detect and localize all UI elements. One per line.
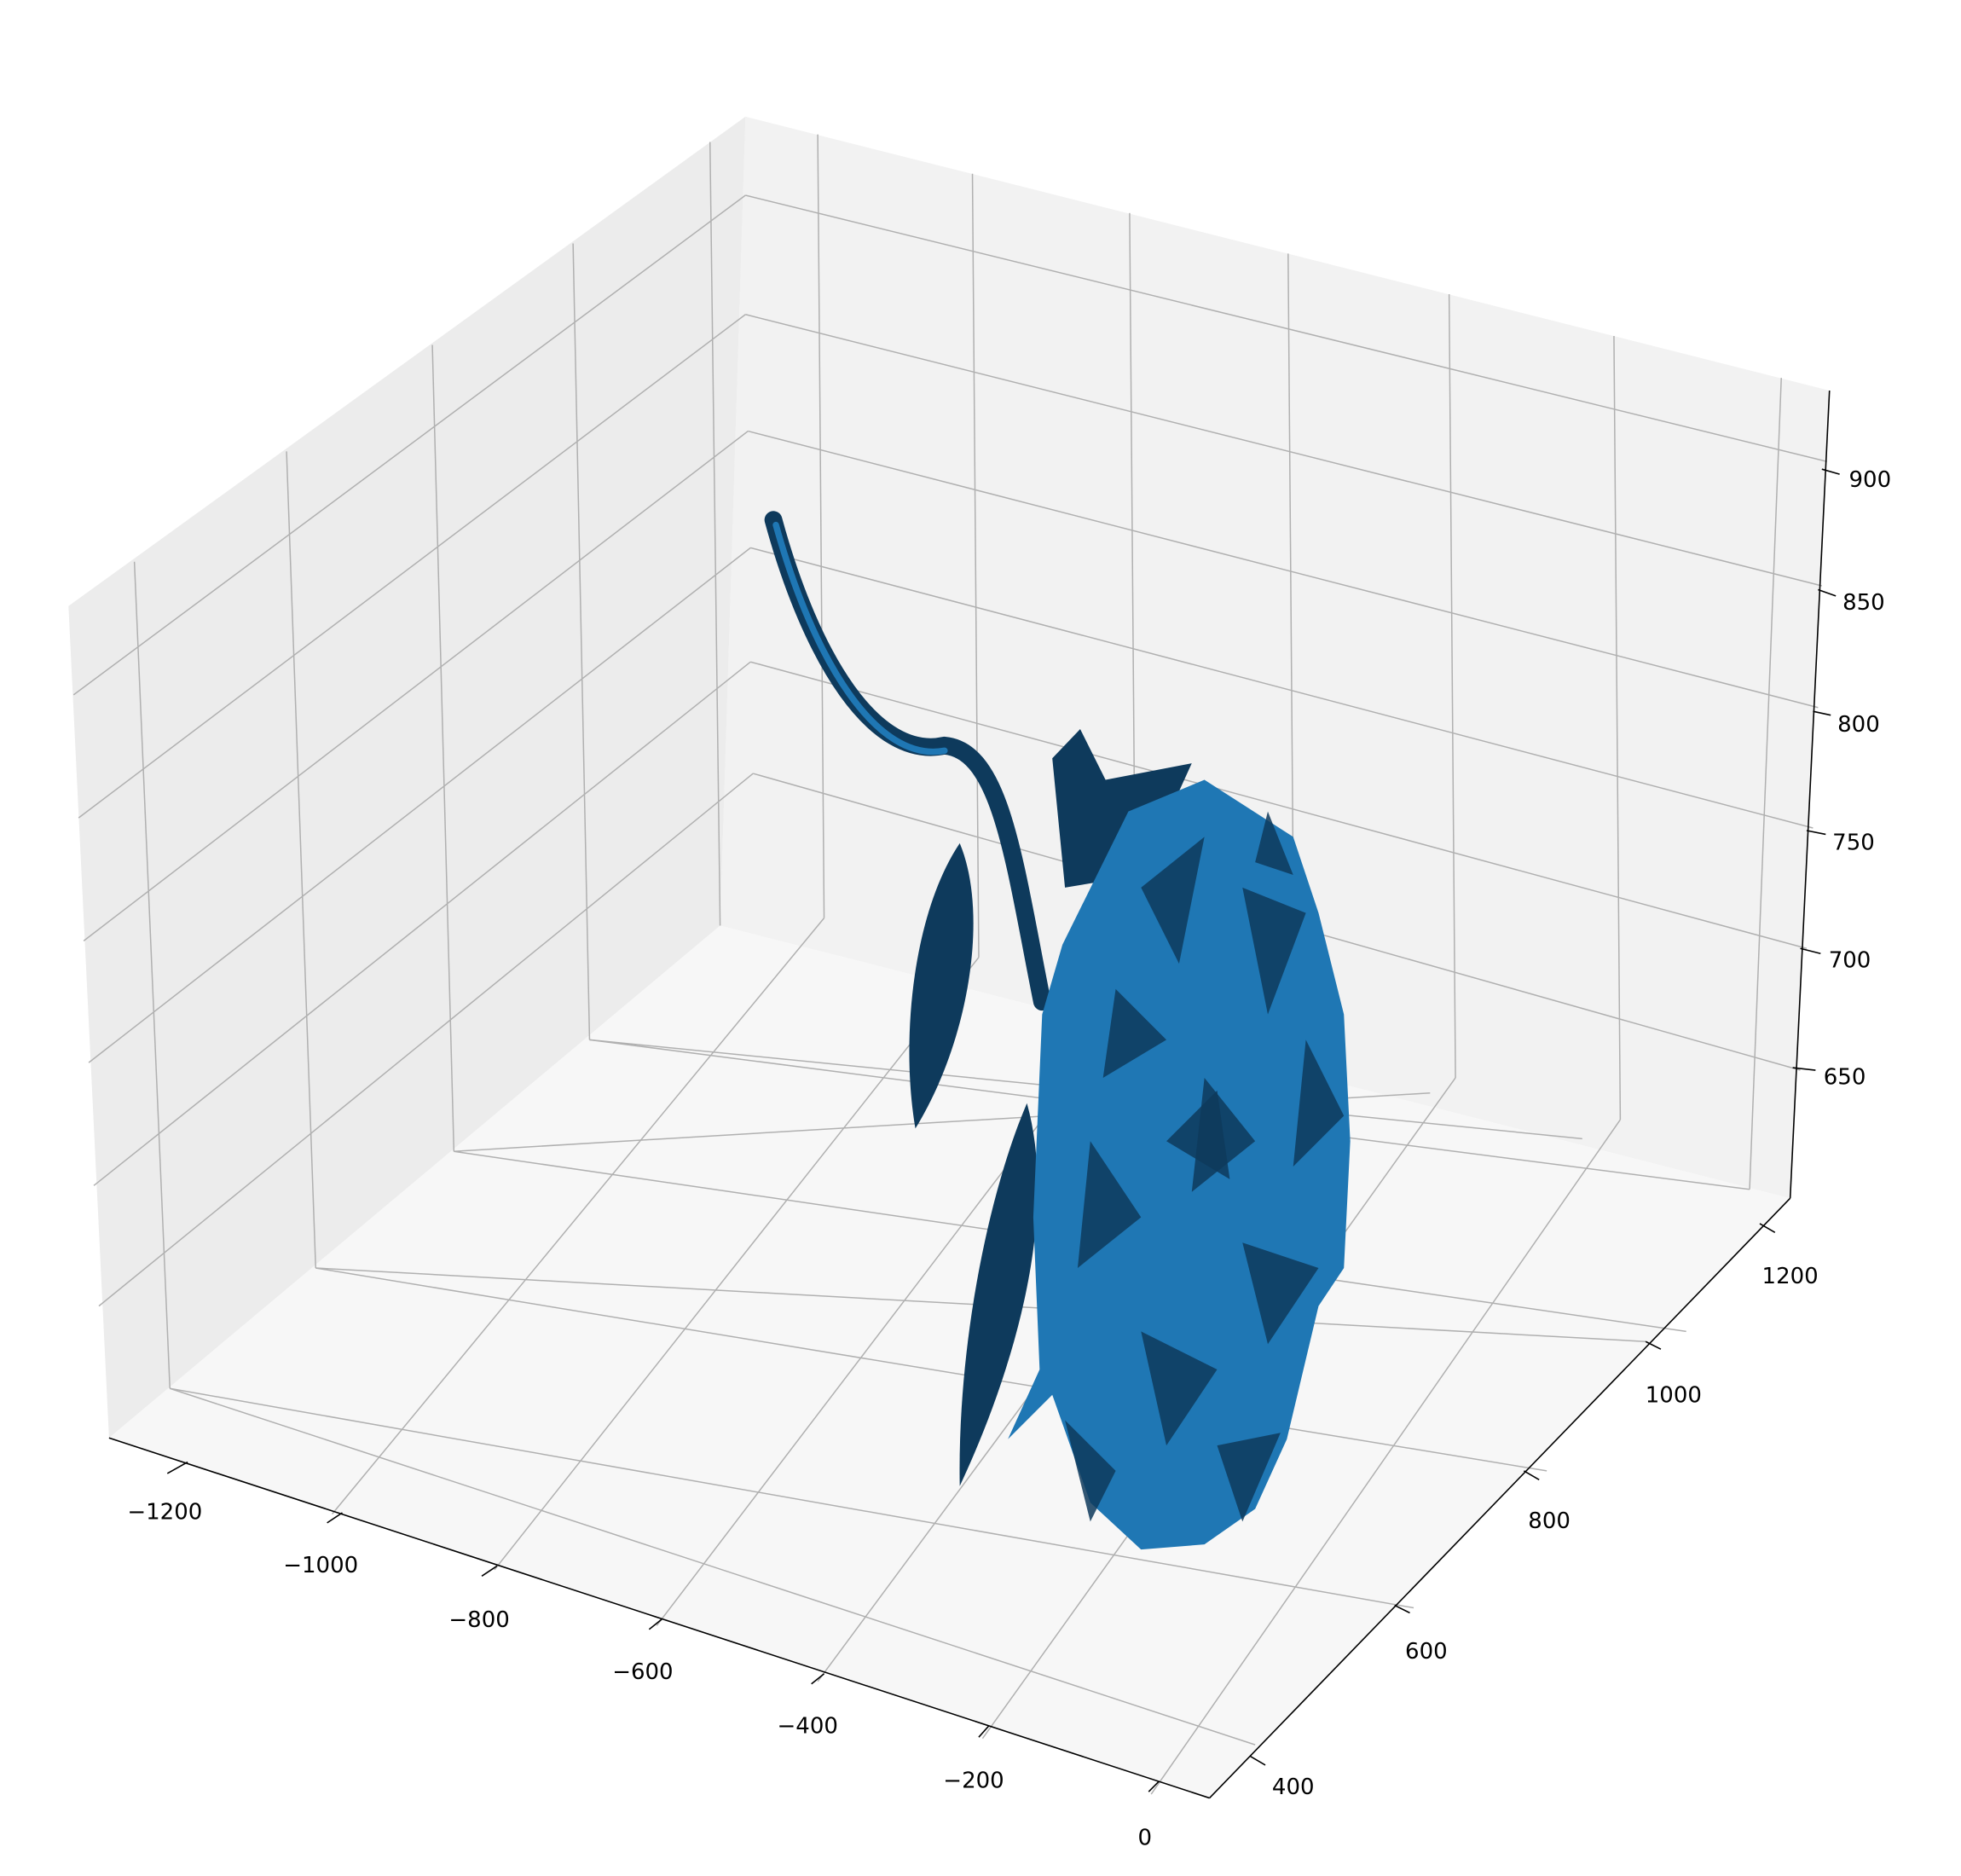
grid-line <box>78 314 746 819</box>
grid-line <box>286 451 317 1269</box>
surface-facet <box>1166 1090 1230 1179</box>
x-axis-tick-label: −1000 <box>283 1553 358 1578</box>
y-axis-tick-label: 1200 <box>1762 1264 1819 1289</box>
axis-line <box>108 1437 1210 1799</box>
leaf-upper <box>909 842 974 1129</box>
x-axis-tick-mark <box>1148 1780 1160 1792</box>
grid-line <box>745 314 1823 587</box>
rose-surface <box>764 511 1351 1550</box>
tick-group: −1200 −1000 −800 −600 −400 −200 0 400 600 800 1000… <box>127 467 1891 1851</box>
axes-panes <box>68 116 1830 1798</box>
grid-line <box>93 661 751 1186</box>
z-axis-tick-mark <box>1792 1067 1816 1071</box>
x-axis-tick-label: 0 <box>1137 1826 1152 1851</box>
surface-facet <box>1217 1433 1281 1522</box>
grid-line <box>709 142 721 926</box>
y-axis-tick-label: 600 <box>1405 1639 1448 1665</box>
z-axis-tick-label: 750 <box>1832 830 1875 855</box>
x-axis-tick-label: −600 <box>612 1659 673 1685</box>
grid-line <box>431 345 455 1152</box>
grid-line <box>745 194 1827 462</box>
floor-pane <box>108 925 1790 1798</box>
z-axis-tick-label: 800 <box>1837 712 1880 738</box>
surface-facet <box>1242 1242 1319 1345</box>
x-axis-tick-mark <box>327 1512 343 1524</box>
surface-facet <box>1293 1039 1345 1167</box>
grid-line <box>98 773 754 1307</box>
x-axis-tick-mark <box>978 1725 990 1738</box>
surface-facet <box>1065 1420 1116 1522</box>
y-axis-tick-mark <box>1523 1470 1540 1481</box>
y-axis-tick-mark <box>1759 1223 1776 1234</box>
z-axis-tick-mark <box>1813 710 1831 716</box>
y-axis-tick-label: 400 <box>1272 1775 1315 1800</box>
x-axis-tick-label: −800 <box>448 1607 509 1633</box>
grid-line <box>332 918 825 1514</box>
grid-line <box>817 134 825 918</box>
surface-facet <box>1141 1331 1218 1446</box>
grid-line <box>72 194 746 696</box>
y-axis-tick-mark <box>1249 1755 1266 1766</box>
grid-line <box>572 243 591 1040</box>
x-axis-tick-mark <box>481 1565 498 1578</box>
z-axis-tick-label: 650 <box>1824 1064 1866 1090</box>
leaf-lower <box>959 1103 1038 1486</box>
surface-facet <box>1077 1141 1142 1268</box>
surface-facet <box>1242 887 1306 1015</box>
axis-lines <box>108 390 1831 1799</box>
grid-line <box>1448 293 1456 1078</box>
grid-line <box>170 1387 1414 1609</box>
x-axis-tick-label: −200 <box>943 1769 1004 1794</box>
z-axis-tick-label: 900 <box>1849 467 1892 493</box>
side-pane <box>68 116 746 1439</box>
x-axis-tick-mark <box>648 1618 662 1630</box>
axis-line <box>1209 1197 1791 1799</box>
y-axis-tick-mark <box>1394 1604 1410 1614</box>
grid-line <box>88 547 751 1063</box>
z-axis-tick-mark <box>1806 830 1826 836</box>
grid-line <box>494 957 980 1571</box>
grid-line <box>1150 1119 1622 1795</box>
surface-facet <box>1255 811 1293 876</box>
grid-line <box>1749 378 1782 1190</box>
sepal <box>1052 729 1192 888</box>
stem-highlight <box>772 521 948 756</box>
grid-line <box>971 173 980 958</box>
back-pane <box>720 116 1830 1199</box>
grid-line <box>748 430 1819 709</box>
axis-line <box>1789 390 1831 1199</box>
surface-facet <box>1141 837 1205 964</box>
grid-line <box>750 661 1808 949</box>
z-axis-tick-mark <box>1821 468 1840 475</box>
grid-line <box>315 1267 1547 1472</box>
grid-line <box>750 547 1813 829</box>
grid-line <box>1613 336 1622 1120</box>
grid-line <box>170 1387 1256 1746</box>
z-axis-tick-label: 700 <box>1829 948 1871 974</box>
x-axis-tick-mark <box>166 1461 188 1474</box>
y-axis-tick-mark <box>1645 1340 1662 1350</box>
grid-line <box>133 561 171 1389</box>
x-axis-tick-label: −1200 <box>127 1499 202 1525</box>
surface-facet <box>1102 988 1167 1078</box>
y-axis-tick-label: 1000 <box>1646 1383 1702 1409</box>
z-axis-tick-mark <box>1818 588 1837 597</box>
y-axis-tick-label: 800 <box>1528 1508 1571 1534</box>
x-axis-tick-mark <box>811 1673 825 1685</box>
z-axis-tick-label: 850 <box>1842 590 1885 616</box>
grid-line <box>83 430 749 941</box>
z-axis-tick-mark <box>1800 947 1821 955</box>
grid-lines <box>72 134 1827 1795</box>
x-axis-tick-label: −400 <box>778 1714 838 1740</box>
